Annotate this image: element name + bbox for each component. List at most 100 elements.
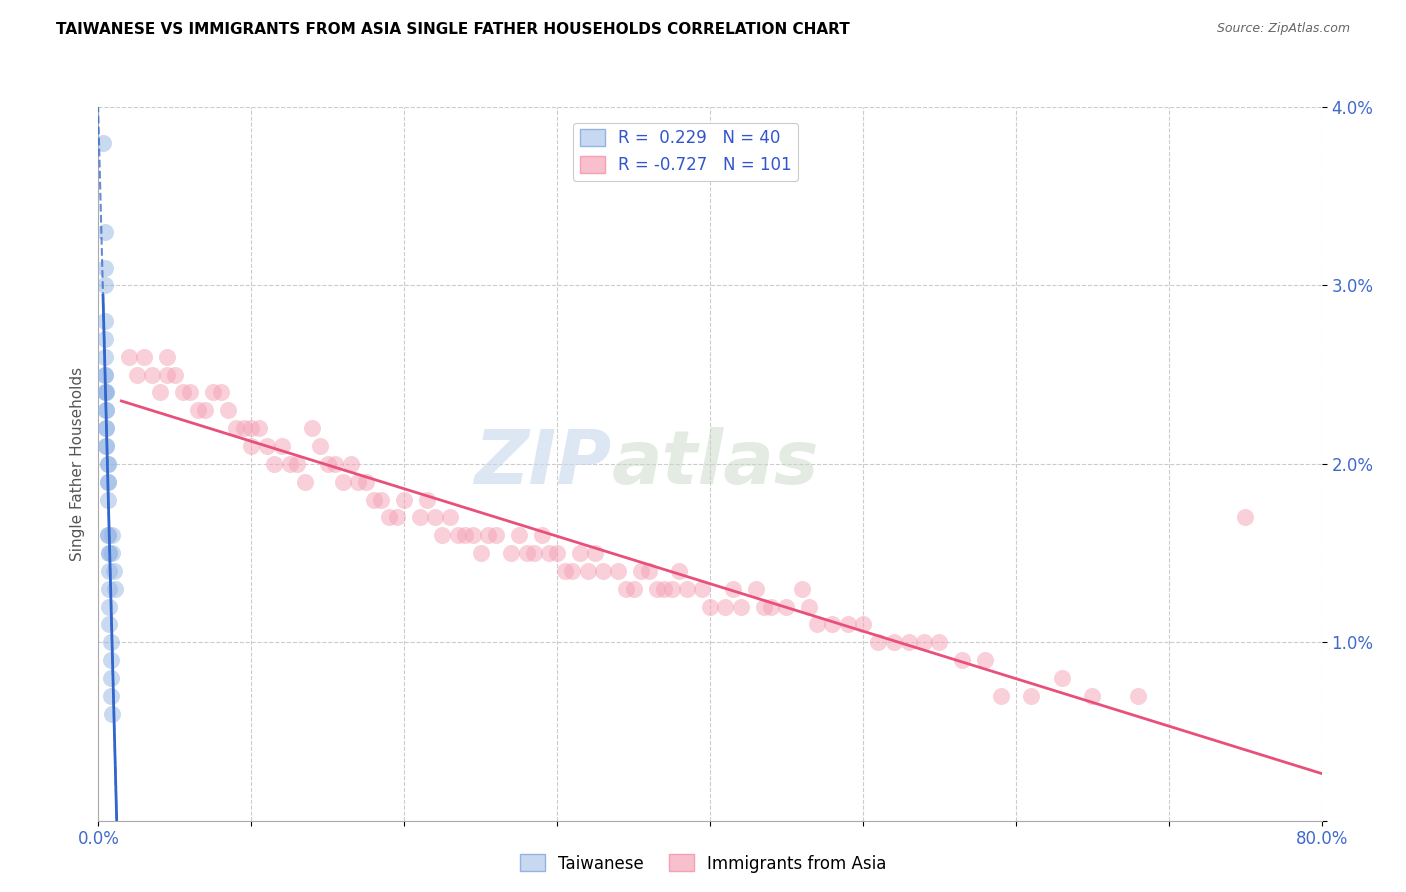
Point [607,564,630,578]
Point [97,457,120,471]
Point [97,457,120,471]
Point [94,403,117,417]
Point [93,225,115,239]
Point [668,564,690,578]
Point [897,635,920,649]
Point [97,528,120,542]
Point [332,475,354,489]
Point [156,368,179,382]
Point [583,546,606,560]
Point [93,385,115,400]
Point [93,368,115,382]
Point [501,546,523,560]
Point [98,564,121,578]
Point [508,528,530,542]
Point [104,582,127,596]
Point [156,350,179,364]
Text: atlas: atlas [612,427,820,500]
Point [416,492,439,507]
Point [837,617,859,632]
Point [93,350,115,364]
Legend: R =  0.229   N = 40, R = -0.727   N = 101: R = 0.229 N = 40, R = -0.727 N = 101 [572,122,799,180]
Point [94,403,117,417]
Point [98,582,121,596]
Point [94,385,117,400]
Point [385,510,408,524]
Point [94,439,117,453]
Point [470,546,492,560]
Point [1050,671,1073,685]
Point [101,546,124,560]
Point [392,492,416,507]
Point [91,136,114,150]
Point [454,528,477,542]
Point [278,457,301,471]
Point [354,475,377,489]
Point [745,582,768,596]
Point [477,528,499,542]
Point [485,528,508,542]
Point [974,653,997,667]
Point [98,617,121,632]
Point [294,475,316,489]
Point [790,582,813,596]
Point [423,510,446,524]
Point [592,564,614,578]
Point [97,528,120,542]
Point [285,457,308,471]
Point [912,635,935,649]
Point [256,439,278,453]
Point [569,546,592,560]
Point [301,421,323,435]
Point [645,582,668,596]
Point [100,635,122,649]
Point [538,546,561,560]
Point [172,385,194,400]
Point [447,528,470,542]
Point [93,278,115,293]
Point [100,653,122,667]
Point [100,689,122,703]
Point [93,368,115,382]
Point [309,439,332,453]
Point [614,582,637,596]
Point [187,403,209,417]
Point [163,368,186,382]
Point [232,421,254,435]
Point [103,564,125,578]
Point [439,510,461,524]
Point [98,546,121,560]
Point [408,510,430,524]
Point [98,546,121,560]
Point [516,546,538,560]
Point [194,403,217,417]
Point [692,582,714,596]
Point [134,350,156,364]
Point [97,475,120,489]
Point [432,528,454,542]
Point [661,582,683,596]
Point [461,528,484,542]
Point [561,564,583,578]
Point [93,332,115,346]
Point [883,635,905,649]
Point [370,492,392,507]
Point [325,457,347,471]
Point [149,385,172,400]
Point [714,599,737,614]
Point [730,599,752,614]
Point [101,706,124,721]
Point [554,564,576,578]
Text: TAIWANESE VS IMMIGRANTS FROM ASIA SINGLE FATHER HOUSEHOLDS CORRELATION CHART: TAIWANESE VS IMMIGRANTS FROM ASIA SINGLE… [56,22,851,37]
Point [699,599,721,614]
Point [775,599,797,614]
Point [652,582,675,596]
Point [225,421,247,435]
Point [990,689,1012,703]
Point [347,475,370,489]
Point [759,599,782,614]
Point [316,457,339,471]
Point [546,546,568,560]
Point [98,599,121,614]
Point [721,582,744,596]
